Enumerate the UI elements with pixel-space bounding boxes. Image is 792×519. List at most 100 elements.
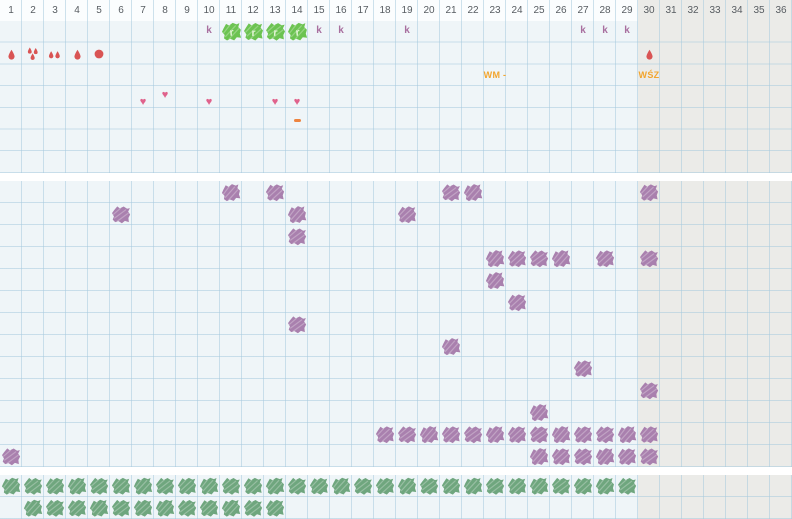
day-header-cell[interactable]: 24 [511,5,523,16]
temperature-mark[interactable] [111,205,131,224]
heart-icon[interactable]: ♥ [161,89,169,101]
day-header-cell[interactable]: 21 [445,5,457,16]
bottom-green-mark[interactable] [507,476,527,496]
day-header-cell[interactable]: 12 [247,5,259,16]
temperature-mark[interactable] [595,249,615,268]
bottom-green-mark[interactable] [133,498,153,518]
temperature-mark[interactable] [463,183,483,202]
heart-icon[interactable]: ♥ [205,96,213,108]
flow-drop-small-icon[interactable] [73,49,82,60]
bottom-green-mark[interactable] [265,476,285,496]
day-header-cell[interactable]: 36 [775,5,787,16]
bottom-green-mark[interactable] [463,476,483,496]
bottom-green-mark[interactable] [375,476,395,496]
bottom-green-mark[interactable] [23,476,43,496]
temperature-mark[interactable] [551,447,571,466]
temperature-mark[interactable] [551,425,571,444]
heart-icon[interactable]: ♥ [271,96,279,108]
k-mark[interactable]: k [602,25,608,36]
temperature-mark[interactable] [507,425,527,444]
r-blob-mark[interactable]: r [287,22,308,41]
bottom-green-mark[interactable] [617,476,637,496]
note-text[interactable]: WŚZ [638,70,660,80]
day-header-cell[interactable]: 6 [118,5,124,16]
bottom-green-mark[interactable] [573,476,593,496]
temperature-mark[interactable] [639,183,659,202]
bottom-green-mark[interactable] [485,476,505,496]
temperature-mark[interactable] [529,425,549,444]
temperature-mark[interactable] [529,249,549,268]
temperature-mark[interactable] [419,425,439,444]
temperature-mark[interactable] [507,249,527,268]
flow-drop-triple-icon[interactable] [27,47,40,61]
bottom-green-mark[interactable] [199,498,219,518]
temperature-mark[interactable] [507,293,527,312]
bottom-green-mark[interactable] [243,498,263,518]
bottom-green-mark[interactable] [595,476,615,496]
bottom-green-mark[interactable] [23,498,43,518]
day-header-cell[interactable]: 11 [225,5,237,16]
day-header-cell[interactable]: 23 [489,5,501,16]
temperature-mark[interactable] [573,359,593,378]
temperature-mark[interactable] [485,271,505,290]
bottom-green-mark[interactable] [45,498,65,518]
day-header-cell[interactable]: 32 [687,5,699,16]
day-header-cell[interactable]: 17 [357,5,369,16]
k-mark[interactable]: k [316,25,322,36]
bottom-green-mark[interactable] [177,476,197,496]
temperature-mark[interactable] [573,425,593,444]
bottom-green-mark[interactable] [67,476,87,496]
day-header-cell[interactable]: 28 [599,5,611,16]
flow-drop-double-icon[interactable] [48,50,62,59]
day-header-cell[interactable]: 34 [731,5,743,16]
flow-dot-icon[interactable] [94,49,104,59]
bottom-green-mark[interactable] [221,476,241,496]
temperature-mark[interactable] [595,447,615,466]
bottom-green-mark[interactable] [199,476,219,496]
day-header-cell[interactable]: 27 [577,5,589,16]
bottom-green-mark[interactable] [243,476,263,496]
day-header-cell[interactable]: 14 [291,5,303,16]
bottom-green-mark[interactable] [89,498,109,518]
day-header-cell[interactable]: 8 [162,5,168,16]
day-header-cell[interactable]: 7 [140,5,146,16]
bottom-green-mark[interactable] [89,476,109,496]
temperature-mark[interactable] [397,205,417,224]
day-header-cell[interactable]: 26 [555,5,567,16]
day-header-cell[interactable]: 9 [184,5,190,16]
bottom-green-mark[interactable] [111,476,131,496]
temperature-mark[interactable] [617,425,637,444]
bottom-green-mark[interactable] [177,498,197,518]
temperature-mark[interactable] [463,425,483,444]
heart-icon[interactable]: ♥ [293,96,301,108]
bottom-green-mark[interactable] [353,476,373,496]
temperature-mark[interactable] [595,425,615,444]
bottom-green-mark[interactable] [155,476,175,496]
temperature-mark[interactable] [287,205,307,224]
day-header-cell[interactable]: 13 [269,5,281,16]
r-blob-mark[interactable]: r [243,22,264,41]
bottom-green-mark[interactable] [287,476,307,496]
temperature-mark[interactable] [485,425,505,444]
day-header-cell[interactable]: 22 [467,5,479,16]
day-header-cell[interactable]: 3 [52,5,58,16]
note-text[interactable]: WM - [483,70,507,80]
bottom-green-mark[interactable] [441,476,461,496]
day-header-cell[interactable]: 18 [379,5,391,16]
r-blob-mark[interactable]: r [265,22,286,41]
heart-icon[interactable]: ♥ [139,96,147,108]
bottom-green-mark[interactable] [155,498,175,518]
bottom-green-mark[interactable] [397,476,417,496]
bottom-green-mark[interactable] [309,476,329,496]
temperature-mark[interactable] [485,249,505,268]
day-header-cell[interactable]: 19 [401,5,413,16]
bottom-green-mark[interactable] [551,476,571,496]
bottom-green-mark[interactable] [529,476,549,496]
bottom-green-mark[interactable] [265,498,285,518]
temperature-mark[interactable] [639,425,659,444]
temperature-mark[interactable] [397,425,417,444]
temperature-mark[interactable] [265,183,285,202]
day-header-cell[interactable]: 1 [8,5,14,16]
k-mark[interactable]: k [404,25,410,36]
r-blob-mark[interactable]: r [221,22,242,41]
